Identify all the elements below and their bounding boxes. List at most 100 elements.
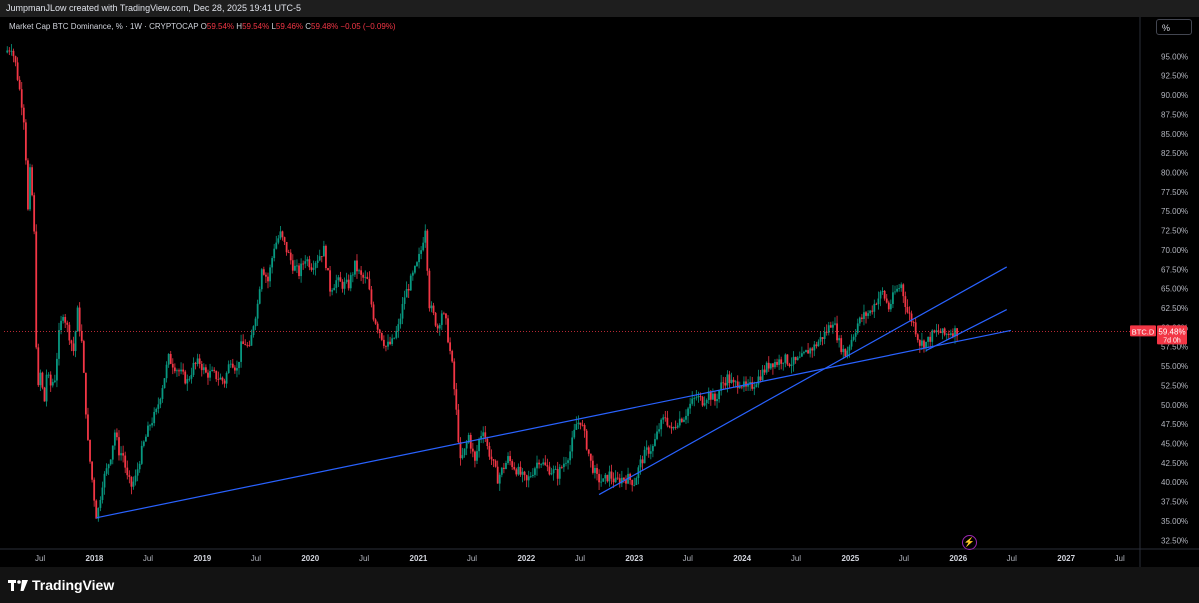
candle-body xyxy=(465,442,468,449)
candle-body xyxy=(689,403,692,409)
candle-body xyxy=(803,352,805,354)
candle-body xyxy=(701,396,704,406)
ticker-tag: BTC.D xyxy=(1132,327,1155,336)
x-tick-label: 2021 xyxy=(410,554,428,563)
candle-body xyxy=(943,328,946,335)
candle-body xyxy=(639,459,642,468)
candle-body xyxy=(283,237,286,242)
candle-body xyxy=(732,379,735,383)
legend-high-label: H xyxy=(236,22,243,31)
y-tick-label: 75.00% xyxy=(1161,207,1188,216)
candle-body xyxy=(631,479,634,486)
candle-body xyxy=(480,436,483,439)
candle-body xyxy=(236,368,238,371)
y-tick-label: 55.00% xyxy=(1161,362,1188,371)
candle-body xyxy=(165,364,168,379)
candle-body xyxy=(623,477,625,480)
candle-body xyxy=(587,449,590,454)
flash-icon[interactable]: ⚡ xyxy=(962,535,977,550)
candle-body xyxy=(767,362,770,369)
percent-scale-button[interactable]: % xyxy=(1156,19,1192,35)
candle-body xyxy=(819,337,822,342)
candle-body xyxy=(447,318,449,343)
candle-body xyxy=(217,379,220,380)
candle-body xyxy=(902,284,905,297)
candle-body xyxy=(265,274,267,277)
candle-body xyxy=(60,320,62,331)
candle-body xyxy=(188,378,191,380)
candle-body xyxy=(602,478,605,482)
candle-body xyxy=(616,477,619,479)
candle-body xyxy=(376,323,379,330)
candle-body xyxy=(200,363,203,371)
candle-body xyxy=(678,418,681,426)
candle-body xyxy=(186,379,189,384)
candle-body xyxy=(780,359,783,364)
candle-body xyxy=(167,353,170,365)
candle-body xyxy=(873,303,876,312)
candle-body xyxy=(47,374,50,376)
price-tag-value: 59.48% xyxy=(1158,327,1185,336)
candle-body xyxy=(921,340,923,346)
candle-body xyxy=(523,471,526,476)
candle-body xyxy=(730,379,733,383)
candle-body xyxy=(579,422,582,425)
candle-body xyxy=(765,362,768,373)
candle-body xyxy=(676,425,679,428)
candle-body xyxy=(318,256,321,261)
y-tick-label: 50.00% xyxy=(1161,401,1188,410)
candle-body xyxy=(478,438,480,452)
candle-body xyxy=(718,390,721,400)
tradingview-logo[interactable]: TradingView xyxy=(8,577,114,593)
candle-body xyxy=(484,432,487,439)
candle-body xyxy=(840,338,843,353)
candle-body xyxy=(300,263,302,277)
price-chart[interactable]: 32.50% 35.00% 37.50% 40.00% 42.50% 45.00% 47.5… xyxy=(0,17,1199,567)
candle-body xyxy=(320,256,323,258)
candle-body xyxy=(838,338,841,341)
x-tick-label: 2025 xyxy=(841,554,859,563)
candle-body xyxy=(784,354,787,363)
tradingview-logo-icon xyxy=(8,579,28,591)
legend-high: 59.54% xyxy=(242,22,270,31)
candle-body xyxy=(683,419,685,422)
candle-body xyxy=(540,464,543,466)
candle-body xyxy=(877,298,880,305)
candle-body xyxy=(345,279,348,282)
candle-body xyxy=(24,122,27,161)
candle-body xyxy=(325,245,327,269)
candle-body xyxy=(113,432,116,446)
candle-body xyxy=(144,436,147,442)
candle-body xyxy=(670,426,673,429)
candle-body xyxy=(867,313,869,316)
candle-body xyxy=(207,372,209,378)
x-tick-label: Jul xyxy=(1115,554,1125,563)
y-tick-label: 85.00% xyxy=(1161,130,1188,139)
candle-body xyxy=(498,474,501,484)
candle-body xyxy=(550,473,553,475)
x-tick-label: 2022 xyxy=(517,554,535,563)
candle-body xyxy=(455,389,458,410)
candle-body xyxy=(875,303,878,305)
candle-body xyxy=(832,324,834,328)
candle-body xyxy=(610,471,613,479)
candle-body xyxy=(910,313,913,323)
candle-body xyxy=(296,265,298,267)
candle-body xyxy=(33,195,36,232)
candle-body xyxy=(316,260,319,263)
candle-body xyxy=(892,292,894,304)
attribution-text: JumpmanJLow created with TradingView.com… xyxy=(6,3,301,13)
candle-body xyxy=(496,466,499,484)
candle-body xyxy=(467,434,470,443)
candle-body xyxy=(335,280,338,288)
candle-body xyxy=(262,269,265,275)
candle-body xyxy=(606,474,609,482)
candle-body xyxy=(41,372,44,388)
candle-body xyxy=(213,369,216,371)
candle-body xyxy=(649,451,652,454)
y-tick-label: 77.50% xyxy=(1161,188,1188,197)
candle-body xyxy=(952,333,954,337)
brand-name: TradingView xyxy=(32,577,115,593)
candle-body xyxy=(128,475,131,477)
candle-body xyxy=(834,323,836,325)
